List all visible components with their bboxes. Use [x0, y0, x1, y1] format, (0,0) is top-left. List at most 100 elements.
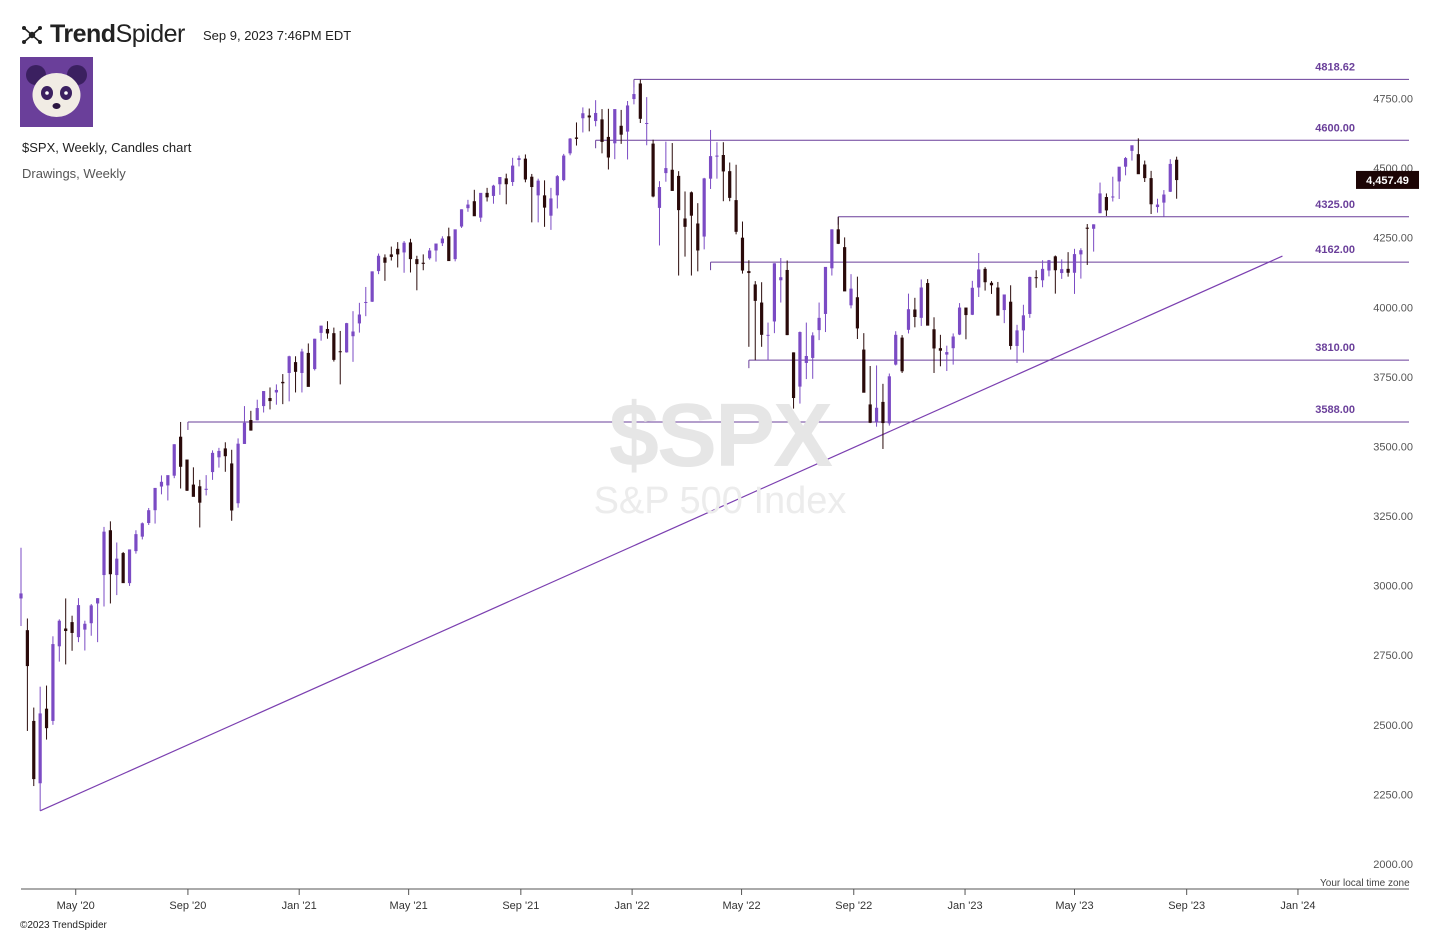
candle-body: [536, 180, 540, 196]
candle-body: [1149, 178, 1153, 205]
drawings-label[interactable]: Drawings, Weekly: [22, 166, 126, 181]
candle-body: [708, 156, 713, 179]
candle-body: [491, 185, 496, 196]
candle-body: [325, 328, 330, 334]
candle-body: [632, 94, 636, 100]
candle-body: [517, 158, 521, 161]
candle-body: [1015, 330, 1019, 346]
candle-body: [1009, 301, 1013, 346]
x-tick-label: Jan '24: [1280, 900, 1315, 912]
candle-body: [57, 620, 61, 647]
candle-body: [370, 271, 374, 302]
candle-body: [613, 109, 617, 144]
x-tick-label: May '21: [390, 900, 428, 912]
candle-body: [823, 266, 828, 314]
candle-body: [357, 314, 361, 324]
candle-body: [459, 209, 464, 227]
candle-body: [677, 175, 681, 211]
candle-body: [242, 422, 247, 444]
candle-body: [728, 171, 732, 198]
candle-body: [721, 155, 725, 172]
candle-body: [1104, 197, 1109, 211]
candle-body: [549, 198, 553, 216]
x-tick-label: Sep '20: [169, 900, 206, 912]
candle-body: [849, 288, 853, 306]
candle-body: [645, 122, 649, 124]
candle-body: [428, 250, 432, 259]
candle-body: [1175, 159, 1179, 181]
candle-body: [1085, 227, 1089, 229]
candle-body: [1034, 277, 1038, 279]
level-label: 4600.00: [1315, 122, 1355, 134]
timezone-note[interactable]: Your local time zone: [1320, 878, 1410, 889]
level-label: 4818.62: [1315, 61, 1355, 73]
candle-body: [485, 192, 489, 198]
candle-body: [1098, 193, 1102, 214]
x-tick-label: May '23: [1055, 900, 1093, 912]
candle-body: [383, 257, 387, 263]
timestamp: Sep 9, 2023 7:46PM EDT: [203, 28, 352, 43]
candle-body: [760, 302, 764, 335]
brand-name: TrendSpider: [50, 20, 185, 48]
candle-body: [900, 337, 904, 372]
candle-body: [574, 137, 579, 139]
y-tick-label: 4250.00: [1373, 233, 1413, 245]
candle-body: [1111, 196, 1115, 198]
candle-body: [811, 335, 815, 358]
candle-body: [166, 475, 170, 486]
candle-body: [747, 271, 751, 274]
candle-body: [996, 287, 1000, 316]
candle-body: [38, 713, 42, 784]
candle-body: [542, 195, 547, 208]
candle-body: [1079, 250, 1083, 255]
candle-body: [153, 487, 157, 511]
last-price-tag: [1356, 170, 1419, 189]
candle-body: [19, 593, 23, 599]
candle-body: [1021, 315, 1026, 331]
candle-body: [887, 376, 891, 424]
last-price-label: 4,457.49: [1366, 175, 1409, 187]
x-tick-label: Jan '23: [947, 900, 982, 912]
candle-body: [906, 309, 911, 330]
candle-body: [191, 484, 195, 497]
candle-body: [466, 204, 470, 209]
x-tick-label: Sep '22: [835, 900, 872, 912]
candle-body: [581, 113, 585, 119]
brand-header: TrendSpider: [20, 20, 185, 49]
candle-body: [1092, 224, 1096, 229]
candle-body: [236, 443, 240, 504]
candle-body: [159, 481, 164, 487]
candle-body: [938, 348, 943, 351]
candle-body: [351, 331, 355, 337]
watermark-symbol: $SPX: [608, 386, 833, 486]
candle-body: [836, 229, 840, 244]
candle-body: [1053, 256, 1057, 271]
candle-body: [102, 531, 106, 576]
candle-body: [210, 452, 215, 473]
candle-body: [817, 317, 821, 331]
x-tick-label: May '22: [722, 900, 760, 912]
candle-body: [32, 720, 36, 780]
candle-body: [804, 355, 808, 363]
candle-body: [951, 336, 955, 349]
candle-body: [76, 605, 81, 638]
candle-body: [734, 200, 738, 232]
x-tick-label: May '20: [57, 900, 95, 912]
candle-body: [415, 259, 419, 265]
candle-body: [670, 169, 674, 191]
candle-body: [791, 352, 796, 399]
candle-body: [472, 201, 476, 217]
candle-body: [453, 229, 457, 260]
candle-body: [179, 436, 183, 467]
candle-body: [1117, 166, 1121, 182]
candle-body: [785, 269, 789, 336]
candle-body: [932, 329, 936, 349]
candle-body: [255, 408, 259, 421]
candle-body: [306, 352, 310, 387]
candle-body: [1060, 269, 1064, 274]
candle-body: [204, 488, 208, 490]
y-tick-label: 3250.00: [1373, 511, 1413, 523]
candle-body: [402, 242, 406, 253]
candle-body: [281, 381, 285, 384]
